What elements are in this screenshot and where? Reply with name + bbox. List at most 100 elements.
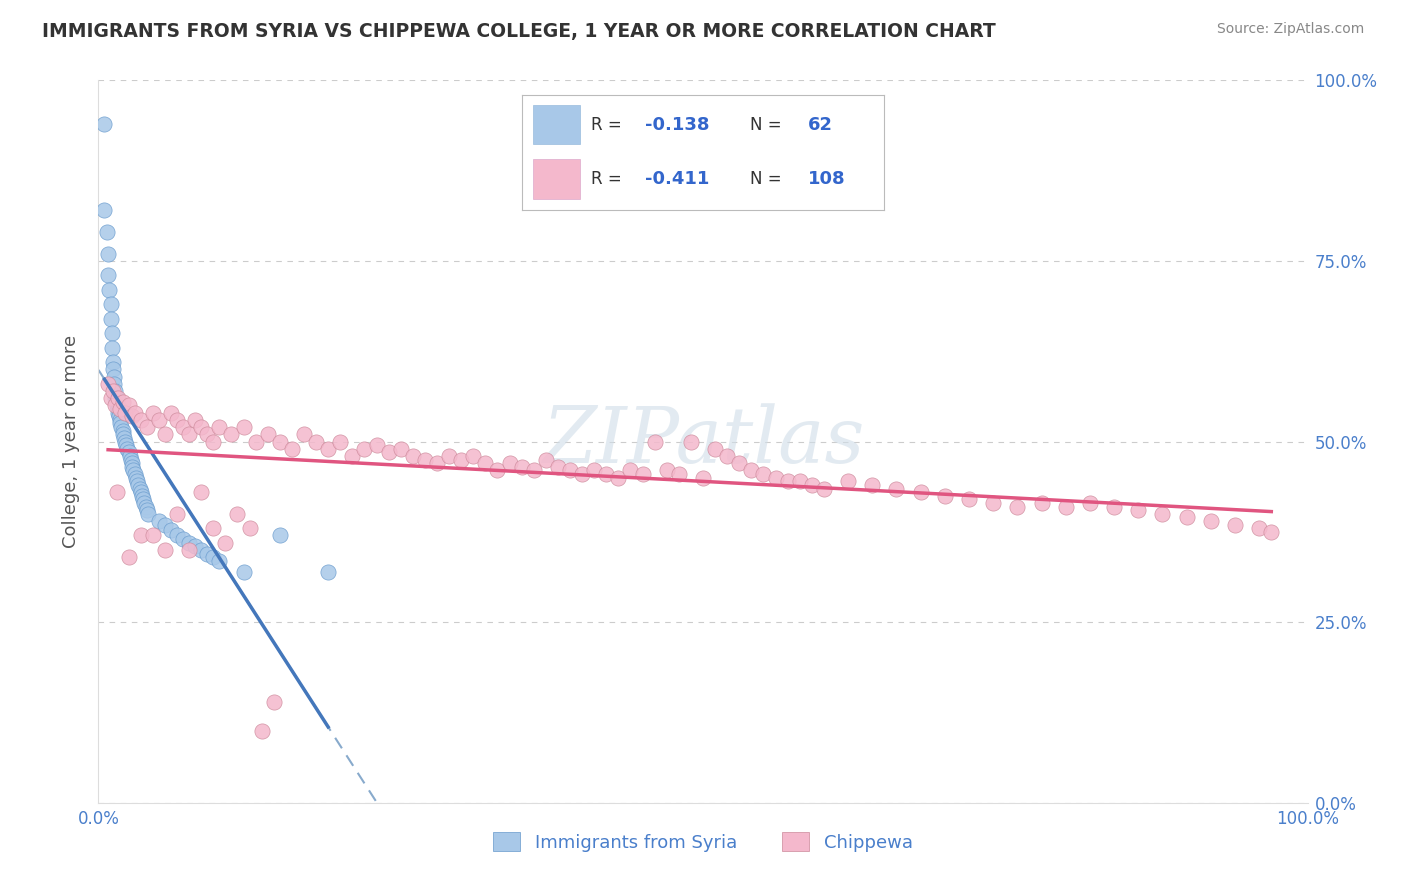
Point: [534, 452, 557, 467]
Point: [886, 482, 908, 496]
Point: [98, 283, 121, 297]
Point: [125, 470, 148, 484]
Point: [105, 391, 128, 405]
Point: [256, 427, 278, 442]
Point: [107, 402, 129, 417]
Point: [124, 406, 146, 420]
Point: [105, 398, 128, 412]
Point: [100, 311, 122, 326]
Point: [655, 463, 678, 477]
Point: [837, 475, 859, 489]
Point: [120, 452, 142, 467]
Point: [281, 442, 304, 456]
Point: [413, 452, 436, 467]
Point: [166, 413, 188, 427]
Point: [583, 463, 606, 477]
Point: [765, 470, 787, 484]
Point: [389, 442, 412, 456]
Point: [269, 528, 291, 542]
Point: [463, 449, 485, 463]
Point: [111, 424, 134, 438]
Point: [129, 413, 152, 427]
Point: [105, 485, 128, 500]
Point: [269, 434, 291, 449]
Point: [813, 482, 835, 496]
Point: [486, 463, 509, 477]
Point: [134, 496, 156, 510]
Point: [100, 391, 122, 405]
Point: [166, 507, 188, 521]
Point: [1223, 517, 1246, 532]
Point: [104, 384, 127, 398]
Point: [214, 535, 236, 549]
Point: [607, 470, 630, 484]
Point: [202, 521, 225, 535]
Point: [172, 532, 194, 546]
Point: [1249, 521, 1271, 535]
Point: [108, 413, 131, 427]
Point: [114, 406, 136, 420]
Point: [190, 420, 212, 434]
Point: [121, 459, 143, 474]
Point: [104, 398, 127, 412]
Point: [153, 542, 176, 557]
Point: [100, 326, 122, 340]
Point: [103, 376, 125, 391]
Point: [184, 539, 207, 553]
Point: [153, 517, 176, 532]
Point: [595, 467, 617, 481]
Point: [1102, 500, 1125, 514]
Point: [1128, 503, 1150, 517]
Point: [510, 459, 533, 474]
Point: [108, 409, 131, 424]
Point: [111, 394, 134, 409]
Point: [329, 434, 352, 449]
Point: [558, 463, 581, 477]
Point: [752, 467, 775, 481]
Point: [97, 246, 120, 260]
Point: [208, 554, 231, 568]
Point: [115, 438, 138, 452]
Point: [160, 523, 183, 537]
Point: [142, 406, 165, 420]
Point: [97, 268, 120, 283]
Point: [860, 478, 883, 492]
Point: [135, 420, 157, 434]
Point: [1152, 507, 1174, 521]
Point: [101, 384, 124, 398]
Point: [1175, 510, 1198, 524]
Point: [179, 427, 201, 442]
Point: [292, 427, 315, 442]
Point: [108, 417, 131, 431]
Point: [101, 355, 124, 369]
Point: [129, 485, 152, 500]
Point: [104, 391, 127, 405]
Point: [107, 406, 129, 420]
Point: [195, 427, 218, 442]
Point: [1078, 496, 1101, 510]
Point: [450, 452, 472, 467]
Point: [202, 434, 225, 449]
Point: [232, 420, 254, 434]
Point: [631, 467, 654, 481]
Point: [692, 470, 714, 484]
Text: Source: ZipAtlas.com: Source: ZipAtlas.com: [1216, 22, 1364, 37]
Point: [153, 427, 176, 442]
Point: [353, 442, 375, 456]
Point: [366, 438, 388, 452]
Point: [474, 456, 496, 470]
Point: [305, 434, 328, 449]
Point: [118, 449, 141, 463]
Point: [402, 449, 425, 463]
Point: [93, 117, 115, 131]
Point: [101, 362, 124, 376]
Point: [1260, 524, 1282, 539]
Point: [100, 297, 122, 311]
Point: [118, 445, 141, 459]
Point: [1031, 496, 1053, 510]
Point: [426, 456, 449, 470]
Point: [644, 434, 666, 449]
Point: [127, 475, 149, 489]
Point: [316, 565, 339, 579]
Point: [93, 203, 115, 218]
